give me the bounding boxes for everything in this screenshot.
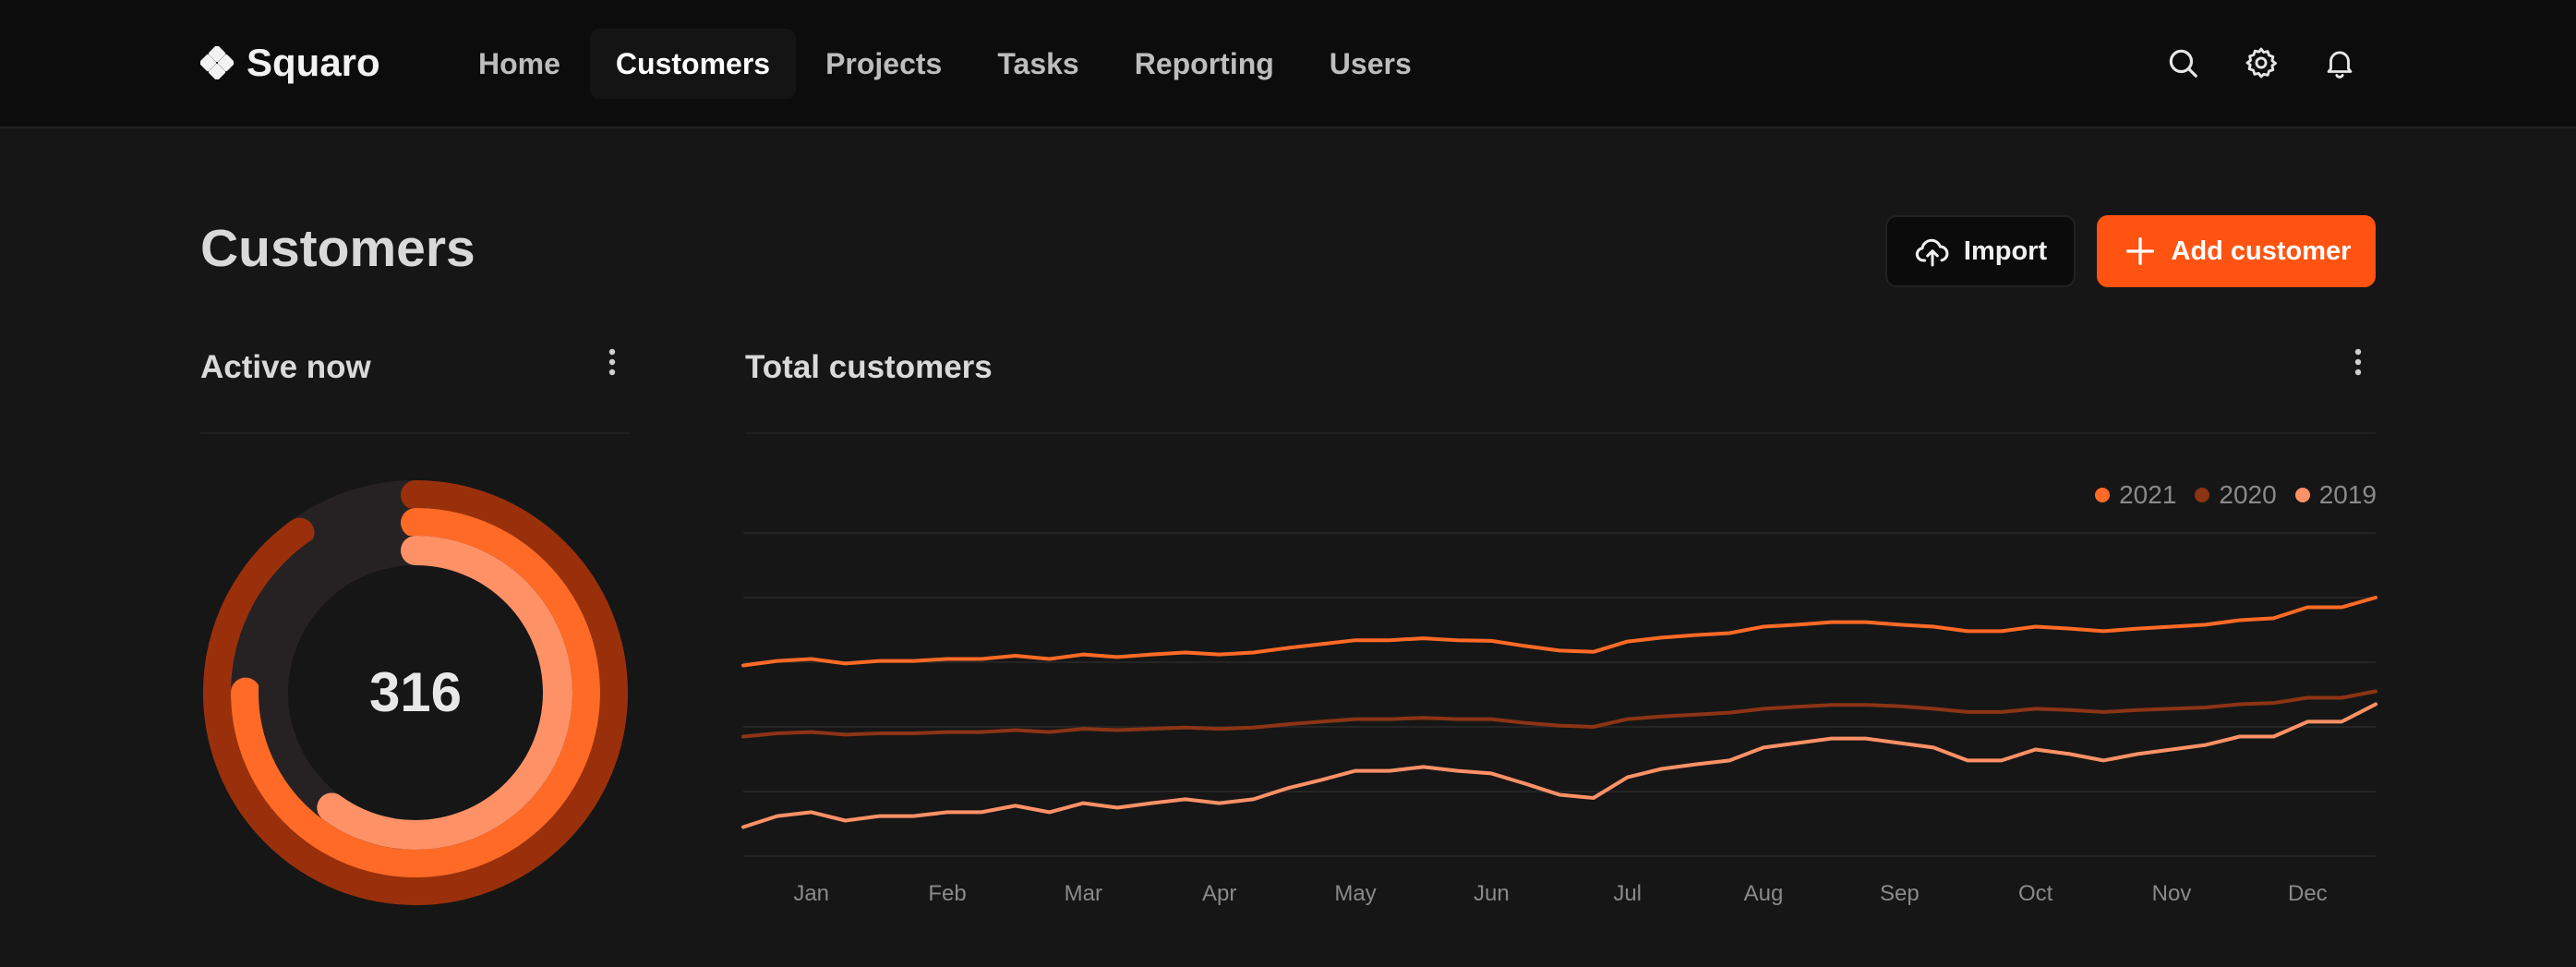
main-nav: Home Customers Projects Tasks Reporting …: [452, 29, 1438, 99]
donut-ring-2: [231, 508, 600, 877]
x-axis-tick-label: May: [1334, 881, 1376, 906]
legend-item-2021[interactable]: 2021: [2095, 480, 2176, 510]
x-axis-tick-label: Nov: [2152, 881, 2192, 906]
import-button[interactable]: Import: [1885, 215, 2076, 287]
legend-dot-2021: [2095, 488, 2111, 502]
search-button[interactable]: [2157, 37, 2209, 89]
x-axis-tick-label: Mar: [1065, 881, 1102, 906]
legend-dot-2019: [2294, 488, 2310, 502]
x-axis-tick-label: Jul: [1613, 881, 1642, 906]
series-line-2021[interactable]: [741, 596, 2377, 668]
nav-item-tasks[interactable]: Tasks: [997, 47, 1079, 80]
more-vertical-icon: [608, 348, 616, 376]
import-button-label: Import: [1963, 236, 2048, 266]
active-now-title: Active now: [200, 349, 371, 385]
add-customer-button-label: Add customer: [2171, 236, 2352, 266]
x-axis-tick-label: Jun: [1474, 881, 1510, 906]
total-customers-title: Total customers: [745, 349, 993, 385]
search-icon: [2169, 49, 2197, 78]
nav-item-reporting[interactable]: Reporting: [1134, 47, 1274, 80]
nav-item-projects[interactable]: Projects: [825, 47, 943, 80]
active-now-donut-chart: [203, 480, 628, 905]
nav-item-customers[interactable]: Customers: [589, 29, 797, 99]
legend-label-2021: 2021: [2119, 480, 2177, 509]
donut-ring-1: [203, 480, 628, 905]
brand-name: Squaro: [247, 41, 380, 84]
chart-legend: 2021 2020 2019: [2095, 480, 2377, 510]
notifications-button[interactable]: [2314, 37, 2365, 89]
diamond-logo-icon: [200, 46, 234, 79]
active-now-value: 316: [368, 661, 463, 723]
series-line-2019[interactable]: [741, 702, 2377, 829]
x-axis-tick-label: Apr: [1202, 881, 1236, 906]
plus-icon: [2125, 237, 2154, 265]
legend-dot-2020: [2195, 488, 2210, 502]
total-customers-divider: [745, 432, 2376, 434]
donut-ring-3: [259, 536, 572, 850]
legend-item-2019[interactable]: 2019: [2294, 480, 2377, 510]
bell-icon: [2327, 51, 2353, 79]
nav-item-users[interactable]: Users: [1329, 47, 1412, 80]
x-axis-tick-label: Sep: [1880, 881, 1920, 906]
more-vertical-icon: [2354, 348, 2362, 376]
x-axis-tick-label: Aug: [1744, 881, 1784, 906]
legend-label-2019: 2019: [2318, 480, 2377, 509]
nav-item-home[interactable]: Home: [478, 47, 560, 80]
x-axis-tick-label: Jan: [793, 881, 829, 906]
cloud-upload-icon: [1915, 238, 1949, 267]
page-title: Customers: [200, 219, 475, 278]
settings-button[interactable]: [2235, 37, 2287, 89]
brand-logo[interactable]: Squaro: [200, 37, 380, 89]
x-axis-tick-label: Oct: [2018, 881, 2053, 906]
series-line-2020[interactable]: [741, 689, 2377, 739]
top-navigation-bar: Squaro Home Customers Projects Tasks Rep…: [0, 0, 2576, 128]
legend-label-2020: 2020: [2219, 480, 2277, 509]
gear-icon: [2245, 47, 2277, 79]
x-axis-tick-label: Feb: [928, 881, 966, 906]
active-now-menu-button[interactable]: [596, 342, 629, 382]
total-customers-menu-button[interactable]: [2341, 342, 2375, 382]
x-axis-tick-label: Dec: [2288, 881, 2328, 906]
legend-item-2020[interactable]: 2020: [2195, 480, 2277, 510]
total-customers-line-chart: Jan Feb Mar Apr May Jun Jul Aug Sep Oct Nov Dec: [741, 532, 2377, 906]
active-now-divider: [200, 432, 631, 434]
add-customer-button[interactable]: Add customer: [2097, 215, 2376, 287]
